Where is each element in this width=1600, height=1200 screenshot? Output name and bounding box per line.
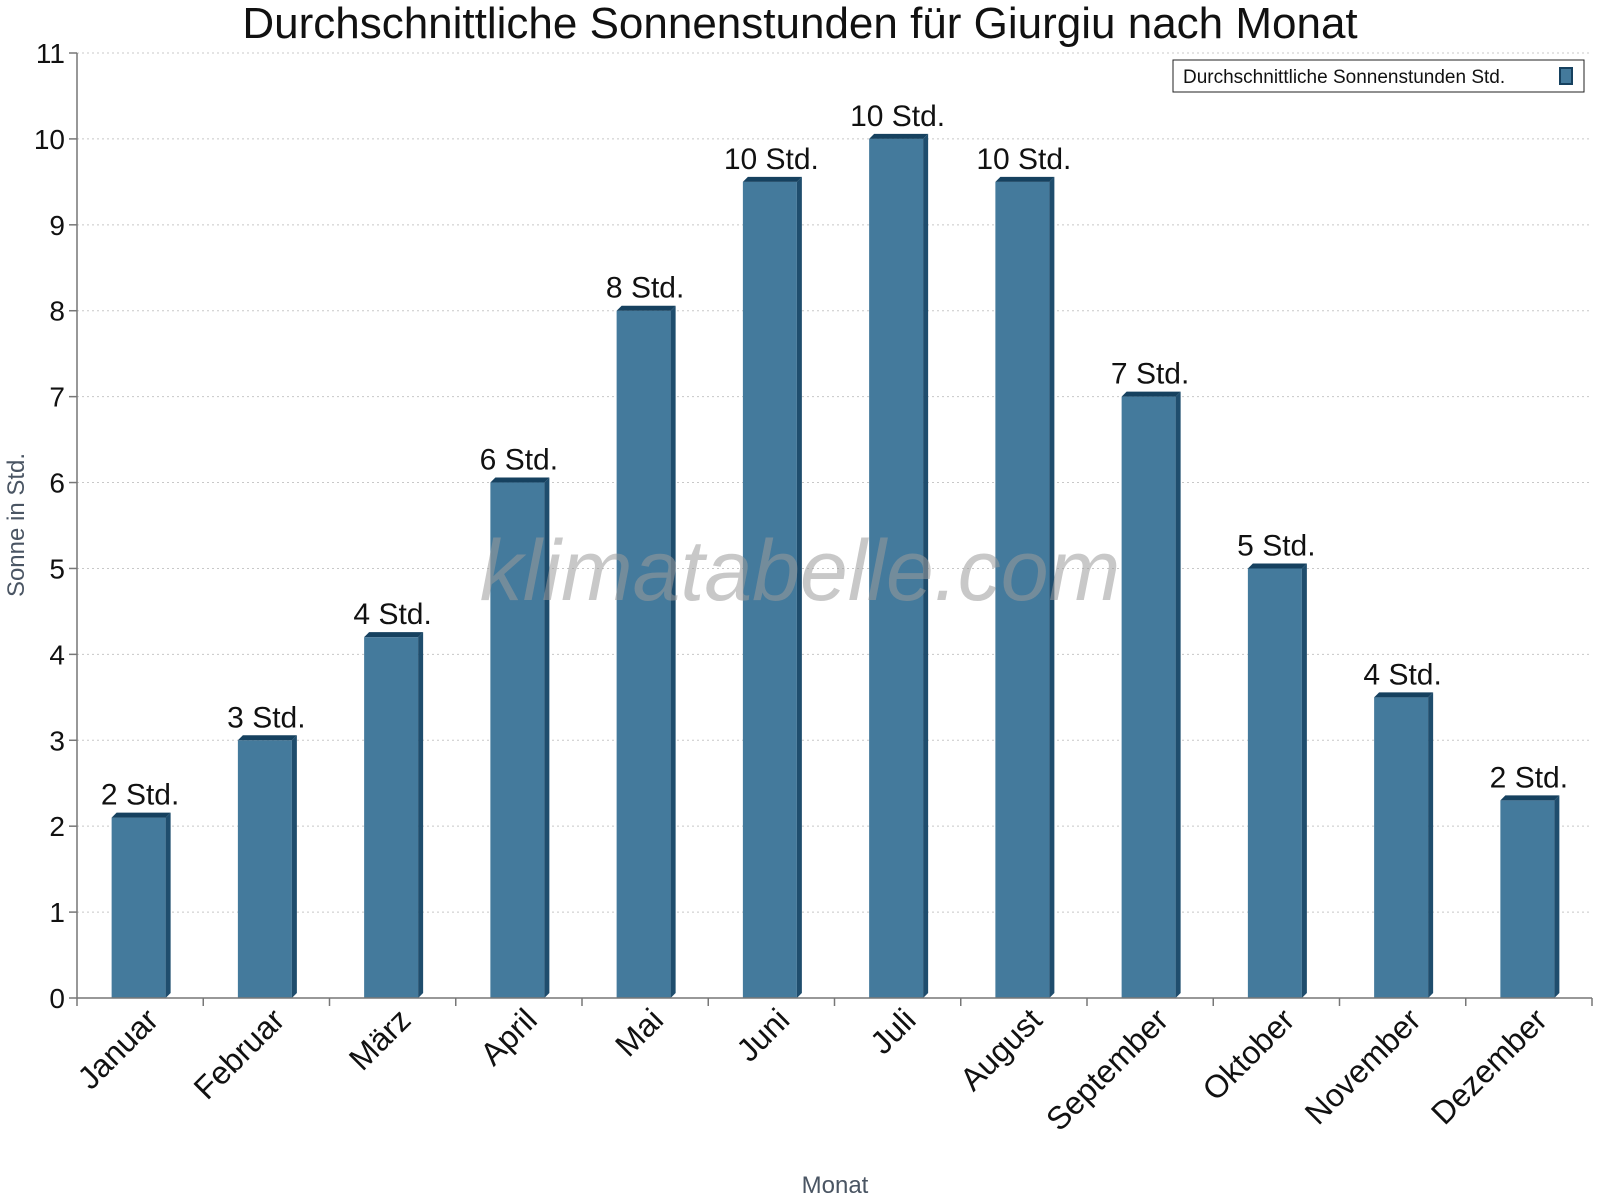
y-tick-label: 9 bbox=[49, 210, 65, 241]
bar-top bbox=[1374, 692, 1434, 698]
y-tick-label: 7 bbox=[49, 382, 65, 413]
y-axis-label: Sonne in Std. bbox=[3, 453, 30, 597]
data-labels: 2 Std. 3 Std. 4 Std. 6 Std. 8 Std. 10 Std. 10 … bbox=[101, 100, 1568, 812]
bar bbox=[1247, 563, 1307, 998]
bar-top bbox=[1247, 563, 1307, 569]
bar-front bbox=[1374, 697, 1429, 998]
bar-front bbox=[1121, 396, 1176, 998]
bar-top bbox=[237, 735, 297, 741]
x-tick-label: Oktober bbox=[1195, 1001, 1301, 1107]
bar-front bbox=[364, 637, 419, 998]
data-label: 3 Std. bbox=[227, 701, 305, 734]
data-label: 2 Std. bbox=[101, 779, 179, 812]
x-axis-ticks: Januar Februar März April Mai Juni Juli AugustS… bbox=[70, 998, 1593, 1138]
bar-side bbox=[165, 812, 171, 998]
data-label: 4 Std. bbox=[1363, 658, 1441, 691]
bar bbox=[364, 632, 424, 998]
y-tick-label: 5 bbox=[49, 553, 65, 584]
bar bbox=[995, 176, 1055, 998]
bar bbox=[1500, 795, 1560, 998]
bar-side bbox=[796, 176, 802, 998]
bar-top bbox=[616, 305, 676, 311]
bar bbox=[237, 735, 297, 998]
x-tick-label: September bbox=[1039, 1001, 1175, 1137]
bar-top bbox=[364, 632, 424, 638]
data-label: 4 Std. bbox=[353, 598, 431, 631]
data-label: 8 Std. bbox=[606, 272, 684, 305]
legend-swatch bbox=[1559, 67, 1573, 85]
bar-front bbox=[742, 181, 797, 998]
bar-side bbox=[291, 735, 297, 998]
bar-side bbox=[544, 477, 550, 999]
bar-side bbox=[670, 305, 676, 998]
y-tick-label: 4 bbox=[49, 639, 65, 670]
y-tick-label: 2 bbox=[49, 811, 65, 842]
data-label: 6 Std. bbox=[480, 444, 558, 477]
bar-front bbox=[237, 740, 292, 998]
x-axis-label: Monat bbox=[802, 1172, 869, 1199]
x-tick-label: Juni bbox=[729, 1001, 796, 1068]
y-tick-label: 1 bbox=[49, 897, 65, 928]
bar-top bbox=[490, 477, 550, 483]
bar-front bbox=[111, 817, 166, 998]
bar bbox=[1374, 692, 1434, 998]
bar-top bbox=[995, 176, 1055, 182]
bar bbox=[1121, 391, 1181, 998]
data-label: 7 Std. bbox=[1111, 358, 1189, 391]
y-tick-label: 8 bbox=[49, 296, 65, 327]
bar-front bbox=[616, 310, 671, 998]
data-label: 10 Std. bbox=[976, 143, 1071, 176]
bar-side bbox=[1554, 795, 1560, 998]
bar-side bbox=[418, 632, 424, 998]
x-tick-label: April bbox=[473, 1001, 544, 1072]
x-tick-label: August bbox=[953, 1001, 1049, 1097]
y-tick-label: 6 bbox=[49, 468, 65, 499]
bar-side bbox=[923, 133, 929, 999]
bar-side bbox=[1049, 176, 1055, 998]
grid-lines bbox=[77, 52, 1592, 913]
y-tick-label: 10 bbox=[34, 124, 65, 155]
bar-front bbox=[1247, 568, 1302, 998]
bar-front bbox=[995, 181, 1050, 998]
watermark-text: klimatabelle.com bbox=[480, 523, 1120, 619]
bar-top bbox=[869, 133, 929, 139]
x-tick-label: Februar bbox=[187, 1001, 292, 1106]
chart-title: Durchschnittliche Sonnenstunden für Giur… bbox=[242, 0, 1357, 48]
legend: Durchschnittliche Sonnenstunden Std. bbox=[1172, 59, 1585, 93]
bar-top bbox=[111, 812, 171, 818]
x-tick-label: Juli bbox=[863, 1001, 922, 1060]
x-tick-label: März bbox=[342, 1001, 418, 1077]
bar-front bbox=[490, 482, 545, 999]
y-tick-label: 0 bbox=[49, 983, 65, 1014]
x-tick-label: Januar bbox=[70, 1001, 165, 1096]
bar bbox=[616, 305, 676, 998]
bar bbox=[111, 812, 171, 998]
x-tick-label: Dezember bbox=[1424, 1001, 1554, 1131]
bar-series bbox=[111, 133, 1560, 999]
bar-top bbox=[1121, 391, 1181, 397]
legend-label: Durchschnittliche Sonnenstunden Std. bbox=[1183, 67, 1505, 88]
bar bbox=[742, 176, 802, 998]
data-label: 2 Std. bbox=[1490, 761, 1568, 794]
legend-box bbox=[1172, 59, 1585, 93]
bar-side bbox=[1428, 692, 1434, 998]
y-tick-label: 11 bbox=[36, 38, 65, 69]
bar bbox=[490, 477, 550, 999]
bar-side bbox=[1175, 391, 1181, 998]
bar-front bbox=[1500, 800, 1555, 998]
x-tick-label: Mai bbox=[608, 1001, 670, 1063]
y-tick-label: 3 bbox=[49, 725, 65, 756]
data-label: 10 Std. bbox=[850, 100, 945, 133]
bar-front bbox=[869, 138, 924, 999]
x-tick-label: November bbox=[1298, 1001, 1428, 1131]
bar-side bbox=[1301, 563, 1307, 998]
data-label: 5 Std. bbox=[1237, 529, 1315, 562]
y-axis-ticks: 0 1 2 3 4 5 6 7 8 9 10 11 bbox=[34, 38, 77, 1014]
data-label: 10 Std. bbox=[724, 143, 819, 176]
bar bbox=[869, 133, 929, 999]
bar-top bbox=[1500, 795, 1560, 801]
bar-top bbox=[742, 176, 802, 182]
